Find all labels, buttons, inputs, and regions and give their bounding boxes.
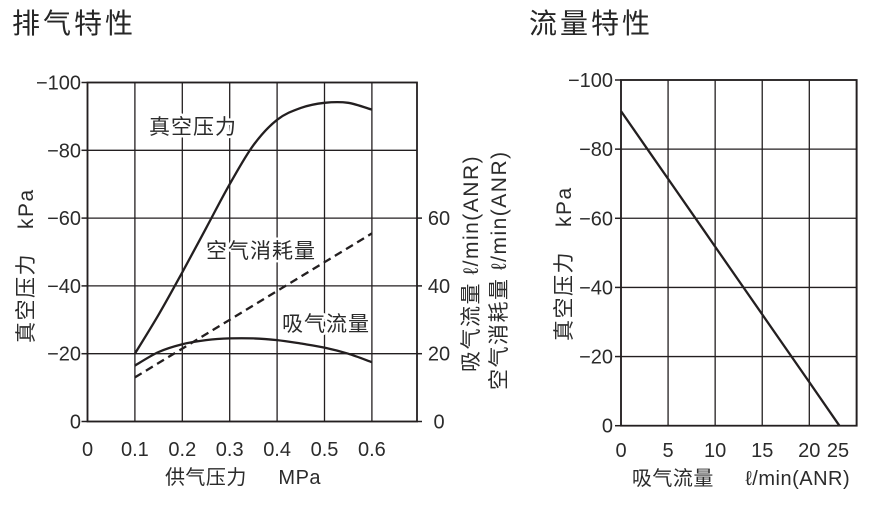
y-tick-label: 0 bbox=[70, 412, 81, 434]
y-tick-label: −20 bbox=[47, 344, 81, 366]
y2-tick-label: 20 bbox=[428, 344, 450, 366]
x-tick-label: 0 bbox=[82, 439, 93, 461]
y-tick-label: −60 bbox=[47, 208, 81, 230]
y-tick-label: −40 bbox=[579, 277, 613, 299]
y-tick-label: −40 bbox=[47, 276, 81, 298]
x-tick-label: 20 bbox=[798, 440, 820, 462]
x-axis-title: 吸气流量 ℓ/min(ANR) bbox=[632, 467, 850, 490]
y2-tick-label: 40 bbox=[428, 276, 450, 298]
air-consumption-label: 空气消耗量 bbox=[206, 240, 316, 263]
y-tick-label: −80 bbox=[579, 139, 613, 161]
suction-flow-label: 吸气流量 bbox=[282, 313, 370, 336]
x-tick-label: 15 bbox=[751, 440, 773, 462]
y-axis-title: 真空压力 kPa bbox=[553, 186, 576, 341]
y-tick-label: −100 bbox=[568, 70, 613, 92]
flow-chart-title: 流量特性 bbox=[529, 8, 654, 39]
x-tick-label: 10 bbox=[704, 440, 726, 462]
y2-tick-label: 60 bbox=[428, 208, 450, 230]
y-tick-label: 0 bbox=[602, 416, 613, 438]
x-tick-label: 0.5 bbox=[311, 439, 339, 461]
y-tick-label: −20 bbox=[579, 347, 613, 369]
vacuum-pressure-label: 真空压力 bbox=[149, 116, 237, 139]
y-tick-label: −60 bbox=[579, 208, 613, 230]
suction-flow-curve bbox=[134, 337, 373, 367]
y-axis-title: 真空压力 kPa bbox=[15, 188, 38, 343]
plot-border bbox=[620, 79, 858, 427]
x-axis-title: 供气压力 MPa bbox=[165, 466, 321, 489]
vacuum-pressure-curve bbox=[133, 100, 373, 355]
x-tick-label: 0.4 bbox=[263, 439, 291, 461]
x-tick-label: 0 bbox=[615, 440, 626, 462]
air-consumption-curve bbox=[134, 232, 373, 379]
x-tick-label: 0.1 bbox=[121, 439, 149, 461]
flow-chart: 0 5 10 15 20 25 0 −20 −40 −60 −80 −100 吸气流量 ℓ/min(AN… bbox=[553, 70, 858, 490]
vacuum-pressure-curve bbox=[620, 110, 841, 427]
y2-axis-title: 空气消耗量 ℓ/min(ANR) bbox=[488, 150, 511, 390]
y2-axis-title: 吸气流量 ℓ/min(ANR) bbox=[460, 155, 483, 372]
y2-tick-label: 0 bbox=[433, 412, 444, 434]
x-tick-label: 0.6 bbox=[358, 439, 386, 461]
x-tick-label: 25 bbox=[827, 440, 849, 462]
exhaust-chart-title: 排气特性 bbox=[12, 8, 137, 39]
exhaust-chart: 0 0.1 0.2 0.3 0.4 0.5 0.6 0 −20 −40 −60 −80 −100 0 20 4… bbox=[15, 73, 511, 490]
x-tick-label: 0.3 bbox=[216, 439, 244, 461]
y-tick-label: −80 bbox=[47, 140, 81, 162]
y-tick-label: −100 bbox=[36, 73, 81, 95]
x-tick-label: 0.2 bbox=[168, 439, 196, 461]
x-tick-label: 5 bbox=[663, 440, 674, 462]
plot-border bbox=[86, 81, 418, 423]
